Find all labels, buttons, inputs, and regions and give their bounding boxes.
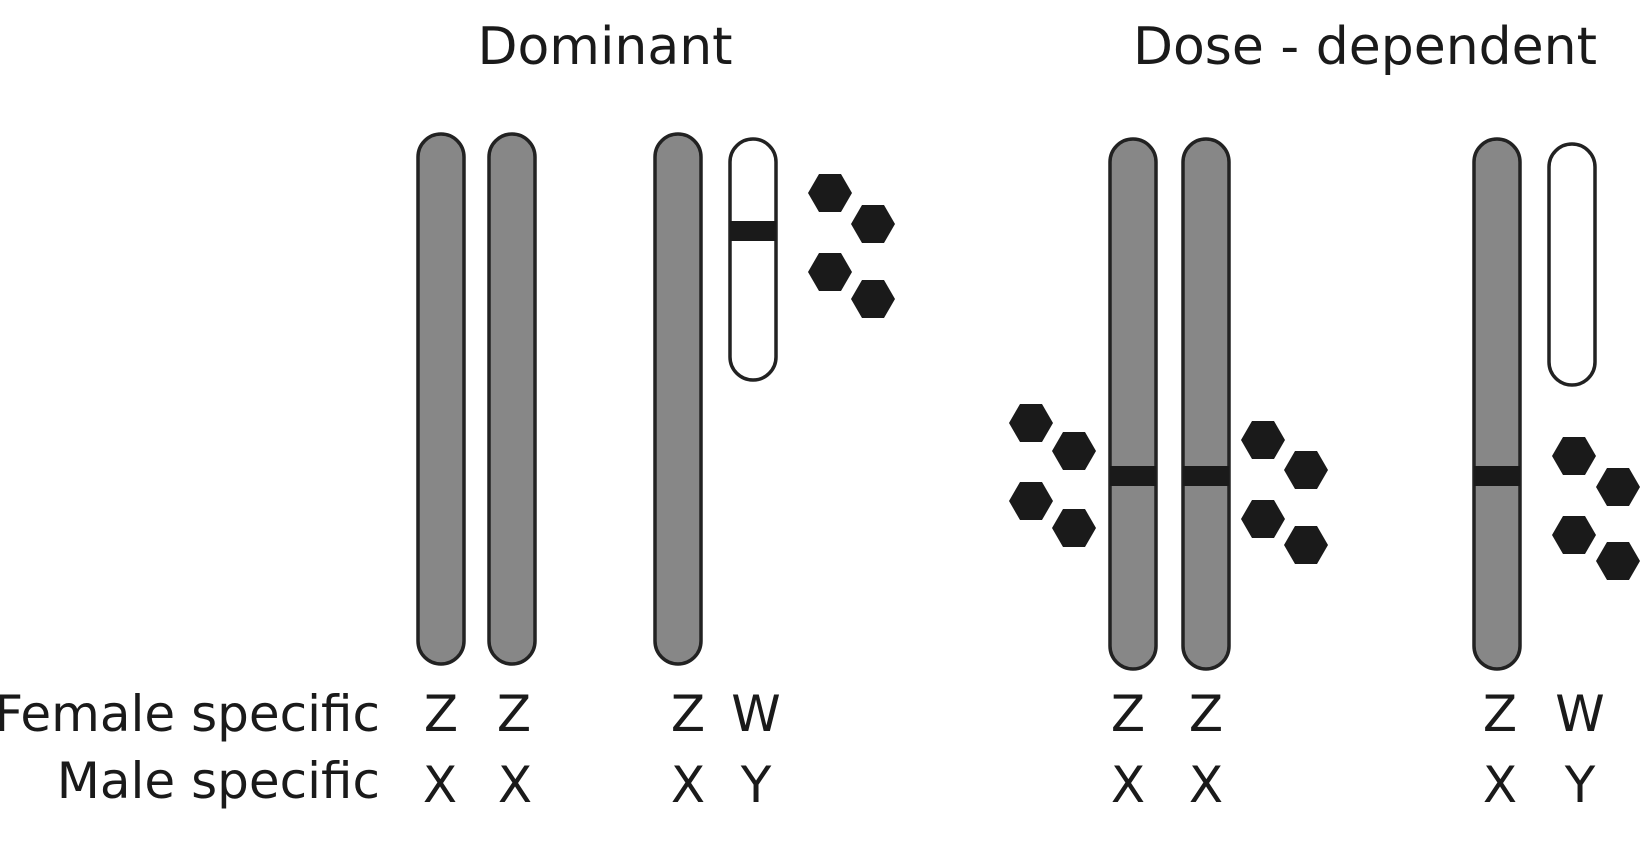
dominant-gene-product-cluster [808, 174, 895, 318]
chromosome-label: Z [1111, 685, 1145, 743]
chromosome-label: Z [1483, 685, 1517, 743]
chromosome-label: W [1555, 685, 1604, 743]
hexagon-icon [808, 174, 852, 212]
dose-female-pair [1108, 137, 1231, 671]
chromosome-label: Z [671, 685, 705, 743]
row-label-female-specific: Female specific [0, 685, 380, 743]
male-chromosome-labels: X X X Y X X X Y [423, 756, 1596, 814]
hexagon-icon [1552, 437, 1596, 475]
chromosome-label: X [1111, 756, 1145, 814]
hexagon-icon [1241, 421, 1285, 459]
dose-gene-band [1183, 466, 1229, 486]
chromosome [416, 132, 466, 666]
panel-title-dose-dependent: Dose - dependent [1133, 17, 1597, 77]
small-sex-chromosome [728, 137, 778, 382]
chromosome [653, 132, 703, 666]
hexagon-icon [1009, 404, 1053, 442]
hexagon-icon [1596, 468, 1640, 506]
chromosome [1181, 137, 1231, 671]
dose-gene-band [1110, 466, 1156, 486]
row-label-male-specific: Male specific [57, 752, 380, 810]
dose-gene-product-cluster-middle [1241, 421, 1328, 564]
chromosome-label: Y [1564, 756, 1596, 814]
hexagon-icon [808, 253, 852, 291]
hexagon-icon [851, 205, 895, 243]
dose-heterogametic-pair [1472, 137, 1597, 671]
chromosome-label: X [498, 756, 532, 814]
chromosome-label: Z [424, 685, 458, 743]
dose-gene-band [1474, 466, 1520, 486]
hexagon-icon [1284, 526, 1328, 564]
chromosome [1108, 137, 1158, 671]
chromosome-label: X [423, 756, 457, 814]
chromosome-label: X [1189, 756, 1223, 814]
dose-gene-product-cluster-right [1552, 437, 1640, 580]
hexagon-icon [1009, 482, 1053, 520]
dominant-heterogametic-pair [653, 132, 778, 666]
hexagon-icon [851, 280, 895, 318]
hexagon-icon [1052, 509, 1096, 547]
chromosome-label: Y [740, 756, 772, 814]
female-chromosome-labels: Z Z Z W Z Z Z W [424, 685, 1605, 743]
hexagon-icon [1552, 516, 1596, 554]
hexagon-icon [1596, 542, 1640, 580]
chromosome-label: W [731, 685, 780, 743]
chromosome-label: Z [1189, 685, 1223, 743]
hexagon-icon [1284, 451, 1328, 489]
small-sex-chromosome [1547, 142, 1597, 387]
chromosome-label: X [1483, 756, 1517, 814]
hexagon-icon [1052, 432, 1096, 470]
chromosome-label: Z [497, 685, 531, 743]
chromosome-label: X [671, 756, 705, 814]
chromosome [1472, 137, 1522, 671]
panel-title-dominant: Dominant [477, 17, 732, 77]
dominant-female-pair [416, 132, 537, 666]
hexagon-icon [1241, 500, 1285, 538]
chromosome [487, 132, 537, 666]
dominant-gene-band [730, 221, 776, 241]
dose-gene-product-cluster-left [1009, 404, 1096, 547]
